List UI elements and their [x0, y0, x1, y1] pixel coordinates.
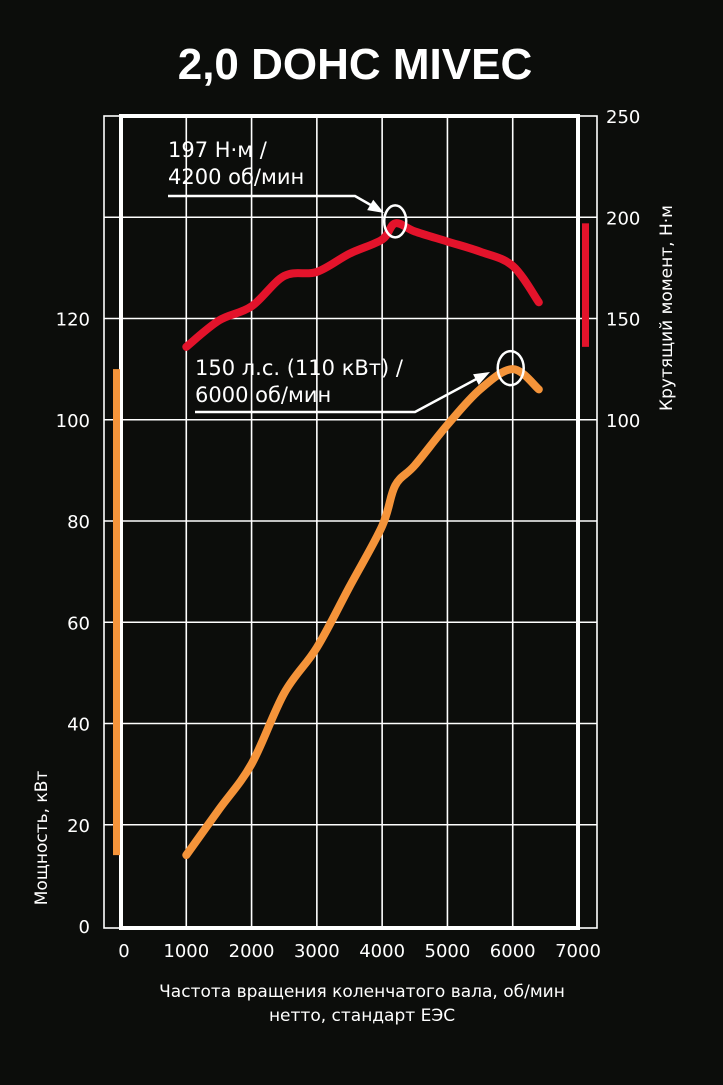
x-tick-label: 6000 — [490, 941, 536, 962]
y-left-tick-label: 40 — [67, 715, 90, 736]
y-left-tick-label: 120 — [56, 310, 90, 331]
y-right-tick-label: 250 — [606, 107, 640, 128]
x-tick-label: 5000 — [425, 941, 471, 962]
x-tick-label: 3000 — [294, 941, 340, 962]
y-right-tick-label: 100 — [606, 411, 640, 432]
y-right-tick-label: 200 — [606, 208, 640, 229]
x-tick-label: 4000 — [359, 941, 405, 962]
grid — [103, 114, 598, 930]
leader-line — [195, 374, 483, 414]
power-range-bar — [113, 369, 120, 856]
plot-frame — [119, 114, 580, 930]
annotation-text: 150 л.с. (110 кВт) / — [195, 356, 404, 380]
torque-range-bar — [582, 223, 589, 347]
annotations: 197 Н·м / 4200 об/мин 150 л.с. (110 кВт) /… — [168, 138, 525, 414]
x-axis-label-line2: нетто, стандарт ЕЭС — [269, 1006, 455, 1026]
torque-curve — [182, 219, 543, 351]
range-bars — [113, 223, 589, 856]
annotation-text: 6000 об/мин — [195, 383, 331, 407]
y-left-tick-label: 0 — [79, 917, 90, 938]
y-right-tick-label: 150 — [606, 310, 640, 331]
leader-line — [168, 194, 377, 210]
y-axis-label-right: Крутящий момент, Н·м — [657, 205, 677, 411]
tick-labels: 0 1000 2000 3000 4000 5000 6000 7000 0 20 40 60 80 10… — [56, 107, 641, 962]
peak-marker — [496, 349, 525, 387]
outer-frame — [103, 115, 598, 929]
curves — [182, 219, 543, 860]
x-tick-label: 7000 — [555, 941, 601, 962]
annotation-text: 197 Н·м / — [168, 138, 268, 162]
x-tick-label: 1000 — [163, 941, 209, 962]
y-axis-label-left: Мощность, кВт — [32, 771, 52, 906]
y-left-tick-label: 60 — [67, 613, 90, 634]
y-left-tick-label: 20 — [67, 816, 90, 837]
y-left-tick-label: 100 — [56, 411, 90, 432]
x-tick-label: 0 — [118, 941, 129, 962]
y-left-tick-label: 80 — [67, 512, 90, 533]
chart-title: 2,0 DOHC MIVEC — [178, 40, 533, 89]
x-tick-label: 2000 — [229, 941, 275, 962]
arrowhead — [473, 372, 490, 385]
peak-marker — [382, 204, 408, 239]
power-curve — [182, 365, 543, 860]
x-axis-label-line1: Частота вращения коленчатого вала, об/ми… — [159, 982, 565, 1002]
annotation-text: 4200 об/мин — [168, 165, 304, 189]
arrowhead — [367, 199, 384, 213]
